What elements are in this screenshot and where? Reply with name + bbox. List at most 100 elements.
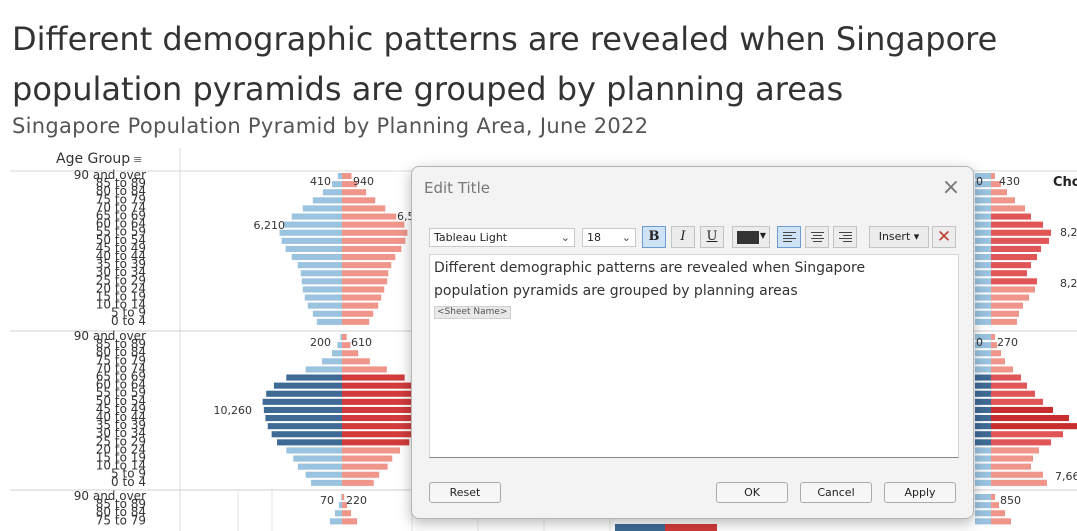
age-group-label: 40 to 44 bbox=[96, 410, 146, 424]
data-label: 6,5 bbox=[397, 210, 415, 223]
male-bar bbox=[304, 294, 342, 301]
male-bar bbox=[975, 278, 991, 285]
age-group-label: 35 to 39 bbox=[96, 418, 146, 432]
age-group-label: 80 to 84 bbox=[96, 345, 146, 359]
chevron-down-icon: ⌄ bbox=[560, 231, 570, 244]
data-label: 8,2 bbox=[1060, 226, 1077, 239]
female-bar bbox=[342, 479, 374, 486]
male-bar bbox=[975, 213, 991, 220]
font-size-select[interactable]: 18 ⌄ bbox=[582, 228, 636, 247]
female-bar bbox=[991, 502, 999, 509]
data-label: 270 bbox=[997, 336, 1018, 349]
data-label: 410 bbox=[310, 175, 331, 188]
female-bar bbox=[991, 382, 1027, 389]
align-right-button[interactable] bbox=[833, 226, 857, 248]
title-editor[interactable]: Different demographic patterns are revea… bbox=[429, 254, 959, 458]
female-bar bbox=[991, 205, 1025, 212]
female-bar bbox=[342, 302, 379, 309]
subtitle: Singapore Population Pyramid by Planning… bbox=[12, 114, 649, 138]
female-bar bbox=[342, 278, 388, 285]
align-left-button[interactable] bbox=[777, 226, 801, 248]
male-bar bbox=[301, 278, 342, 285]
age-group-label: 80 to 84 bbox=[96, 505, 146, 519]
age-group-label: 70 to 74 bbox=[96, 361, 146, 375]
female-bar bbox=[991, 415, 1069, 422]
data-label: 610 bbox=[351, 336, 372, 349]
female-bar bbox=[342, 431, 415, 438]
male-bar bbox=[975, 471, 991, 478]
age-group-label: 45 to 49 bbox=[96, 241, 146, 255]
cancel-button[interactable]: Cancel bbox=[800, 482, 872, 503]
male-bar bbox=[975, 350, 991, 357]
age-group-label: 0 to 4 bbox=[111, 475, 146, 489]
male-bar bbox=[975, 245, 991, 252]
male-bar bbox=[975, 334, 991, 341]
underline-button[interactable]: U bbox=[700, 226, 724, 248]
bold-button[interactable]: B bbox=[642, 226, 666, 248]
male-bar bbox=[975, 205, 991, 212]
female-bar bbox=[991, 278, 1037, 285]
data-label: 220 bbox=[346, 494, 367, 507]
age-group-label: 50 to 54 bbox=[96, 233, 146, 247]
female-bar bbox=[991, 471, 1043, 478]
age-group-label: 80 to 84 bbox=[96, 184, 146, 198]
male-bar bbox=[975, 342, 991, 349]
female-bar bbox=[342, 382, 416, 389]
insert-button[interactable]: Insert ▾ bbox=[869, 226, 929, 248]
apply-button[interactable]: Apply bbox=[884, 482, 956, 503]
female-bar bbox=[991, 439, 1051, 446]
male-bar bbox=[286, 447, 342, 454]
male-bar bbox=[283, 221, 342, 228]
age-group-label: 10 to 14 bbox=[96, 459, 146, 473]
text-color-button[interactable]: ▼ bbox=[732, 226, 770, 248]
clear-formatting-icon[interactable]: ✕ bbox=[932, 226, 956, 248]
sort-icon[interactable]: ≡ bbox=[133, 153, 143, 166]
data-label: 0 bbox=[976, 175, 983, 188]
female-bar bbox=[342, 415, 421, 422]
male-bar bbox=[316, 318, 342, 325]
main-title: Different demographic patterns are revea… bbox=[12, 20, 998, 108]
dialog-title: Edit Title bbox=[424, 179, 490, 197]
male-bar bbox=[281, 237, 342, 244]
female-bar bbox=[342, 455, 393, 462]
male-bar bbox=[322, 189, 342, 196]
male-bar bbox=[975, 173, 991, 180]
female-bar bbox=[342, 406, 424, 413]
male-bar bbox=[975, 286, 991, 293]
male-bar bbox=[975, 463, 991, 470]
male-bar bbox=[297, 262, 342, 269]
female-bar bbox=[342, 502, 348, 509]
format-toolbar: Tableau Light ⌄ 18 ⌄ B I U ▼ Insert ▾ ✕ bbox=[429, 226, 959, 250]
italic-button[interactable]: I bbox=[671, 226, 695, 248]
female-bar bbox=[991, 463, 1031, 470]
age-group-label: 60 to 64 bbox=[96, 378, 146, 392]
male-bar bbox=[302, 286, 342, 293]
male-bar bbox=[321, 358, 342, 365]
data-label: 7,66 bbox=[1055, 470, 1077, 483]
female-bar bbox=[991, 213, 1031, 220]
male-bar bbox=[300, 270, 342, 277]
male-bar bbox=[975, 189, 991, 196]
male-bar bbox=[312, 310, 342, 317]
close-icon[interactable]: × bbox=[941, 175, 961, 200]
female-bar bbox=[991, 181, 1001, 188]
age-group-header-label: Age Group bbox=[56, 151, 131, 167]
male-bar bbox=[340, 334, 342, 341]
reset-button[interactable]: Reset bbox=[429, 482, 501, 503]
female-bar bbox=[991, 518, 1011, 525]
male-bar bbox=[293, 455, 342, 462]
edit-title-dialog: Edit Title × Tableau Light ⌄ 18 ⌄ B I U … bbox=[411, 166, 974, 519]
male-bar bbox=[337, 342, 342, 349]
male-bar bbox=[337, 173, 342, 180]
align-center-button[interactable] bbox=[805, 226, 829, 248]
female-bar bbox=[991, 245, 1041, 252]
ok-button[interactable]: OK bbox=[716, 482, 788, 503]
age-group-header[interactable]: Age Group ≡ bbox=[56, 151, 142, 167]
age-group-label: 90 and over bbox=[74, 329, 146, 343]
age-group-label: 30 to 34 bbox=[96, 265, 146, 279]
female-bar bbox=[342, 471, 380, 478]
male-bar bbox=[975, 518, 991, 525]
female-bar bbox=[991, 342, 997, 349]
font-family-select[interactable]: Tableau Light ⌄ bbox=[429, 228, 575, 247]
age-group-label: 60 to 64 bbox=[96, 217, 146, 231]
